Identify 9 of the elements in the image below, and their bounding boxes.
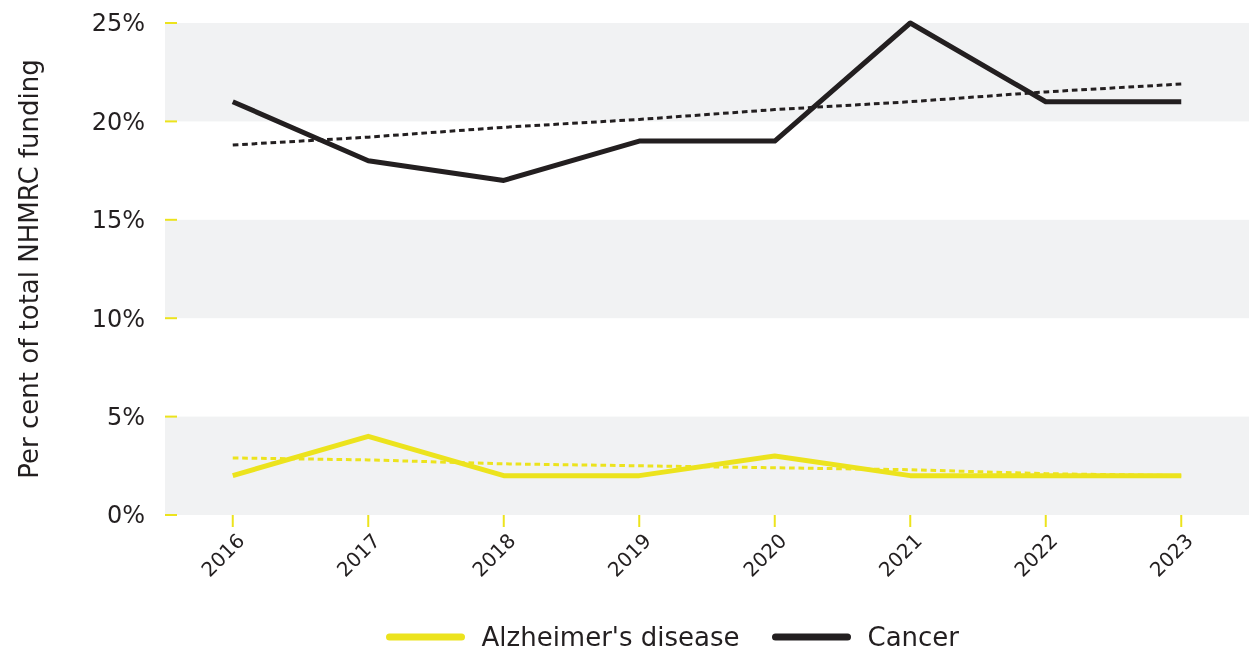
legend-label: Cancer [867,622,960,653]
y-tick-label: 15% [91,206,145,235]
y-tick-label: 0% [106,501,145,530]
y-tick-label: 5% [106,403,145,431]
y-tick-label: 25% [91,9,145,38]
y-axis-title: Per cent of total NHMRC funding [14,59,44,479]
legend-label: Alzheimer's disease [481,622,740,653]
y-tick-label: 10% [91,304,145,333]
y-tick-label: 20% [91,107,145,136]
